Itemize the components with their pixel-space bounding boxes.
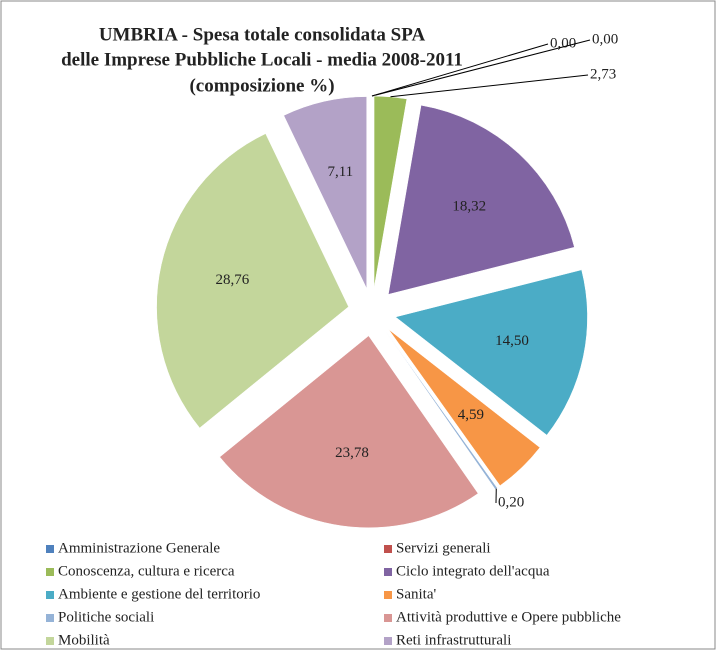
pie-slice <box>388 329 541 487</box>
legend-swatch <box>46 591 54 599</box>
legend-swatch <box>384 637 392 645</box>
legend-label: Reti infrastrutturali <box>396 632 511 648</box>
data-label: 4,59 <box>458 407 484 423</box>
data-label: 28,76 <box>216 272 250 288</box>
data-label: 23,78 <box>335 445 369 461</box>
legend-label: Ciclo integrato dell'acqua <box>396 563 550 579</box>
pie-slice <box>156 133 349 429</box>
data-label: 0,20 <box>498 494 524 510</box>
chart-title: delle Imprese Pubbliche Locali - media 2… <box>61 49 463 70</box>
data-label: 18,32 <box>452 198 486 214</box>
legend-swatch <box>384 591 392 599</box>
data-label: 0,00 <box>592 31 618 47</box>
chart-title: (composizione %) <box>189 75 334 96</box>
leader-line <box>371 43 549 97</box>
legend-label: Servizi generali <box>396 540 491 556</box>
data-label: 14,50 <box>495 333 529 349</box>
legend-swatch <box>46 568 54 576</box>
pie-slice <box>387 104 575 295</box>
pie-slice <box>283 96 367 289</box>
legend-label: Politiche sociali <box>58 609 154 625</box>
leader-line <box>371 39 591 97</box>
legend-label: Ambiente e gestione del territorio <box>58 586 260 602</box>
leader-line <box>390 74 589 98</box>
legend-swatch <box>384 568 392 576</box>
data-label: 2,73 <box>590 66 616 82</box>
data-label: 0,00 <box>550 35 576 51</box>
legend-swatch <box>46 545 54 553</box>
legend-label: Conoscenza, cultura e ricerca <box>58 563 235 579</box>
legend-label: Amministrazione Generale <box>58 540 220 556</box>
data-label: 7,11 <box>327 164 353 180</box>
legend-label: Mobilità <box>58 632 110 648</box>
legend-swatch <box>46 614 54 622</box>
pie-slice <box>219 335 479 529</box>
legend-swatch <box>384 545 392 553</box>
chart-title: UMBRIA - Spesa totale consolidata SPA <box>99 24 426 45</box>
legend-label: Attività produttive e Opere pubbliche <box>396 609 621 625</box>
pie-slice <box>394 269 588 436</box>
legend-label: Sanita' <box>396 586 436 602</box>
legend-swatch <box>46 637 54 645</box>
legend-swatch <box>384 614 392 622</box>
